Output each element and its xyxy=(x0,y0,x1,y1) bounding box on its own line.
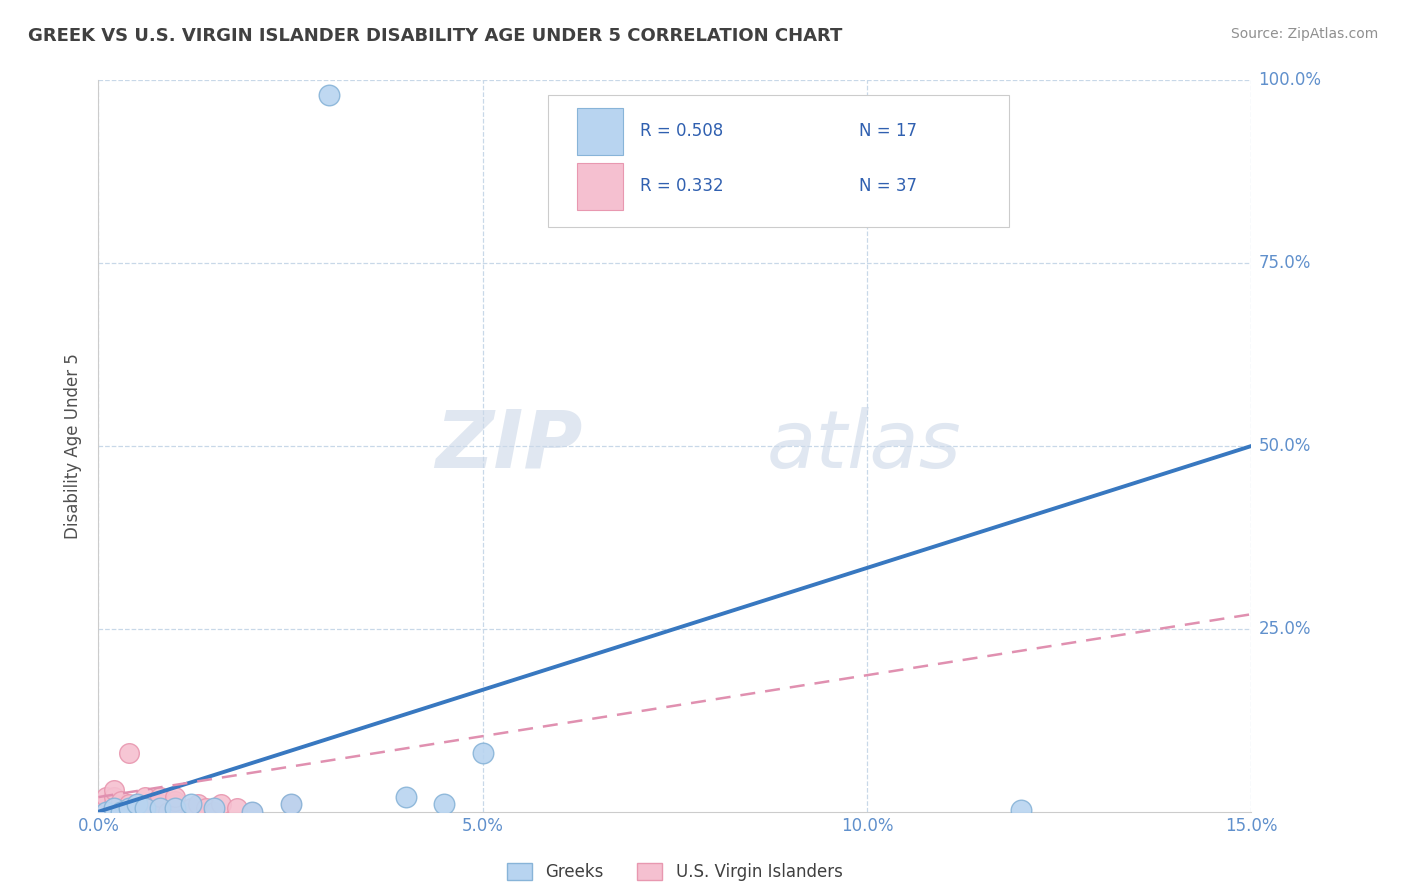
Text: 50.0%: 50.0% xyxy=(1258,437,1310,455)
Point xyxy=(1010,803,1032,817)
Point xyxy=(94,797,117,812)
Point xyxy=(110,805,132,819)
Point xyxy=(94,805,117,819)
Text: N = 37: N = 37 xyxy=(859,178,917,195)
Point xyxy=(103,797,125,812)
Point xyxy=(125,801,148,815)
Point xyxy=(118,746,141,760)
Point xyxy=(240,805,263,819)
Point xyxy=(149,801,172,815)
Point xyxy=(195,801,218,815)
Point xyxy=(118,797,141,812)
Point xyxy=(280,797,302,812)
Point xyxy=(94,805,117,819)
Point xyxy=(240,805,263,819)
Point xyxy=(180,805,202,819)
Point xyxy=(149,797,172,812)
FancyBboxPatch shape xyxy=(548,95,1010,227)
Text: N = 17: N = 17 xyxy=(859,122,917,140)
Point xyxy=(165,790,187,805)
Point xyxy=(134,801,156,815)
Point xyxy=(149,790,172,805)
Point xyxy=(110,801,132,815)
FancyBboxPatch shape xyxy=(576,108,623,155)
Point xyxy=(280,797,302,812)
Text: 75.0%: 75.0% xyxy=(1258,254,1310,272)
Point xyxy=(125,797,148,812)
Text: ZIP: ZIP xyxy=(436,407,582,485)
Point xyxy=(165,801,187,815)
Point xyxy=(165,794,187,808)
Point xyxy=(103,801,125,815)
Point xyxy=(471,746,494,760)
Point xyxy=(110,805,132,819)
Point xyxy=(134,805,156,819)
Text: Source: ZipAtlas.com: Source: ZipAtlas.com xyxy=(1230,27,1378,41)
Point xyxy=(110,794,132,808)
Point xyxy=(180,797,202,812)
Point xyxy=(433,797,456,812)
Point xyxy=(225,801,247,815)
Point xyxy=(165,801,187,815)
Text: GREEK VS U.S. VIRGIN ISLANDER DISABILITY AGE UNDER 5 CORRELATION CHART: GREEK VS U.S. VIRGIN ISLANDER DISABILITY… xyxy=(28,27,842,45)
Y-axis label: Disability Age Under 5: Disability Age Under 5 xyxy=(65,353,83,539)
Point xyxy=(125,797,148,812)
Point xyxy=(103,790,125,805)
Point xyxy=(103,805,125,819)
Text: 100.0%: 100.0% xyxy=(1258,71,1322,89)
Point xyxy=(94,790,117,805)
Point xyxy=(209,797,232,812)
Point xyxy=(165,797,187,812)
Point xyxy=(141,801,163,815)
Text: R = 0.508: R = 0.508 xyxy=(640,122,724,140)
Point xyxy=(395,790,418,805)
Point xyxy=(318,87,340,102)
Point xyxy=(134,790,156,805)
Text: 25.0%: 25.0% xyxy=(1258,620,1310,638)
Point xyxy=(187,797,209,812)
Point xyxy=(180,801,202,815)
Point xyxy=(118,805,141,819)
Text: atlas: atlas xyxy=(768,407,962,485)
Point xyxy=(103,782,125,797)
Point xyxy=(125,805,148,819)
Point xyxy=(165,805,187,819)
Point xyxy=(156,805,179,819)
Point xyxy=(141,805,163,819)
Point xyxy=(202,801,225,815)
Legend: Greeks, U.S. Virgin Islanders: Greeks, U.S. Virgin Islanders xyxy=(501,856,849,888)
Text: R = 0.332: R = 0.332 xyxy=(640,178,724,195)
FancyBboxPatch shape xyxy=(576,162,623,211)
Point xyxy=(202,805,225,819)
Point xyxy=(118,801,141,815)
